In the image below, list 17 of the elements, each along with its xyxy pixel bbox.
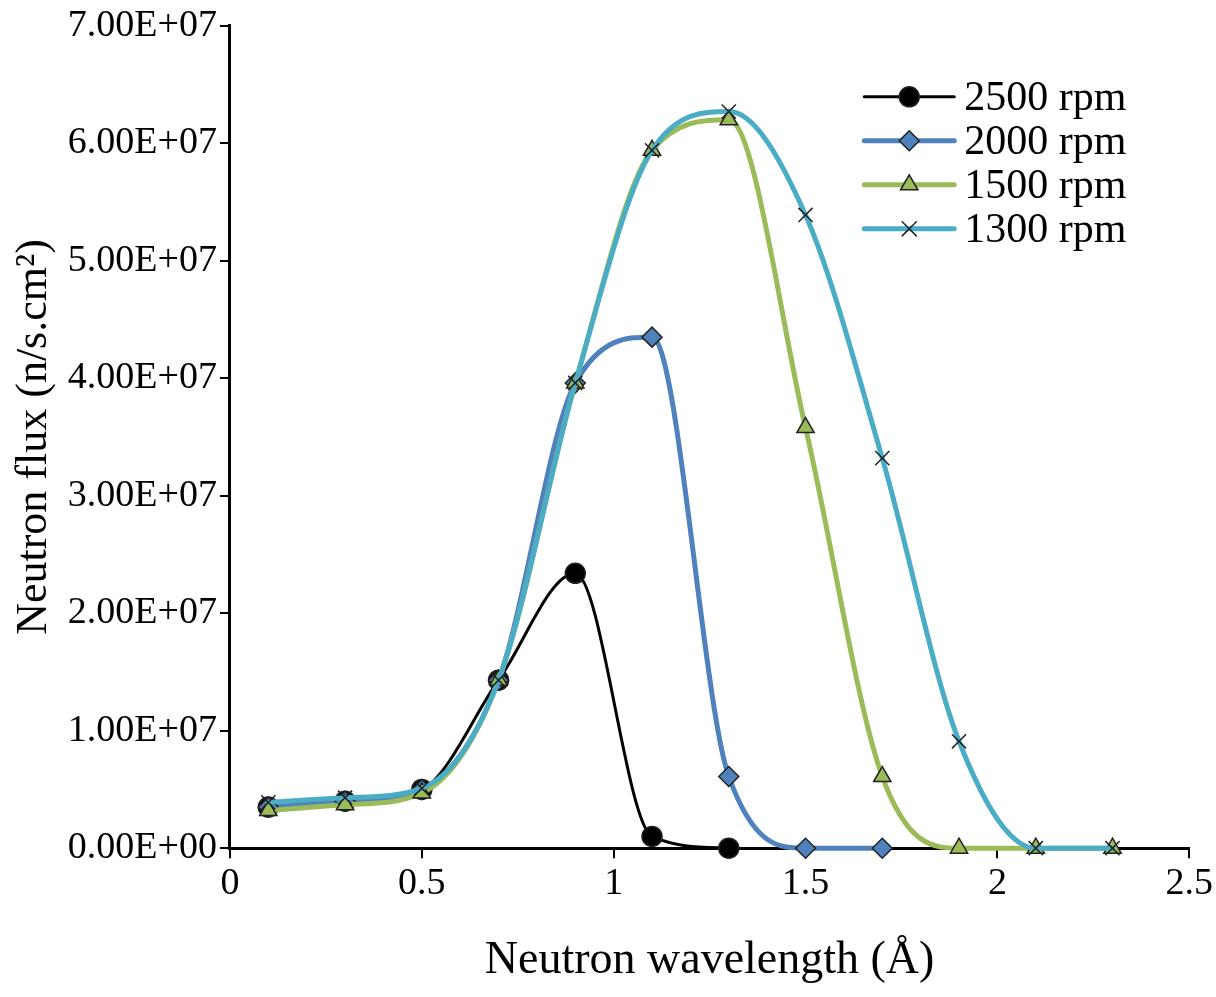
legend-label: 2500 rpm	[964, 72, 1127, 119]
x-tick-label: 2.5	[1165, 859, 1213, 902]
x-axis-title: Neutron wavelength (Å)	[484, 932, 935, 984]
y-tick-label: 7.00E+07	[67, 1, 217, 44]
y-axis-title: Neutron flux (n/s.cm²)	[6, 239, 56, 635]
x-tick-label: 0.5	[398, 859, 446, 902]
x-tick-label: 0	[220, 859, 240, 902]
y-tick-label: 5.00E+07	[67, 236, 217, 279]
y-tick-label: 4.00E+07	[67, 354, 217, 397]
x-tick-label: 2	[987, 859, 1007, 902]
y-tick-label: 1.00E+07	[67, 706, 217, 749]
x-tick-label: 1.5	[781, 859, 830, 902]
y-tick-label: 2.00E+07	[67, 589, 217, 632]
x-tick-label: 1	[604, 859, 624, 902]
y-tick-label: 0.00E+00	[67, 824, 217, 867]
y-tick-label: 6.00E+07	[67, 119, 217, 162]
y-tick-label: 3.00E+07	[67, 471, 217, 514]
